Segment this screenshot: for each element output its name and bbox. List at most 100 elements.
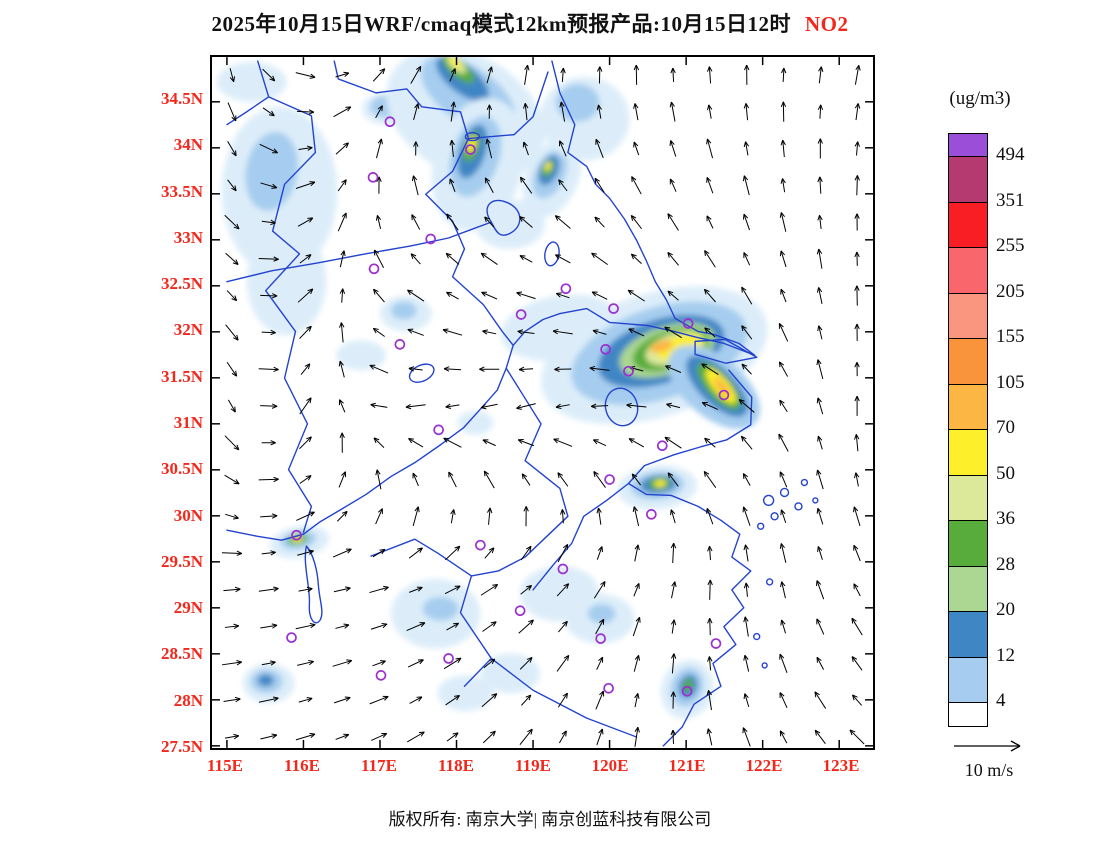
wind-arrow — [744, 616, 749, 637]
wind-arrow — [741, 435, 753, 450]
wind-arrow-head — [419, 547, 423, 553]
wind-arrow-head — [563, 583, 569, 587]
wind-arrow-head — [603, 581, 606, 587]
wind-arrow-head — [530, 729, 533, 735]
wind-arrow — [371, 733, 387, 741]
wind-arrow — [626, 404, 647, 408]
wind-arrow — [853, 545, 861, 562]
wind-arrow-head — [271, 295, 278, 299]
wind-arrow-head — [816, 618, 822, 623]
wind-arrow-head — [664, 326, 669, 333]
wind-arrow — [519, 728, 533, 746]
wind-arrow-head — [231, 152, 237, 157]
wind-arrow-head — [527, 728, 533, 733]
wind-arrow-head — [819, 138, 823, 144]
wind-arrow — [520, 545, 532, 561]
wind-arrow-head — [816, 359, 819, 366]
wind-arrow — [633, 655, 640, 672]
wind-arrow — [741, 363, 752, 375]
wind-arrow-head — [779, 250, 782, 257]
wind-arrow — [519, 368, 534, 371]
wind-arrow — [376, 138, 382, 159]
wind-arrow — [443, 437, 462, 448]
wind-arrow-head — [555, 293, 561, 298]
wind-arrow-head — [492, 730, 496, 737]
wind-arrow — [224, 435, 240, 451]
wind-arrow-head — [482, 329, 488, 332]
city-marker — [367, 172, 379, 183]
wind-arrow-head — [566, 693, 568, 699]
wind-arrow — [335, 72, 350, 78]
wind-arrow-head — [524, 103, 529, 109]
wind-arrow — [709, 579, 711, 600]
wind-arrow-head — [593, 471, 599, 475]
no2-contour-blob — [544, 161, 552, 172]
wind-arrow-head — [445, 253, 449, 259]
wind-arrow-head — [234, 696, 241, 700]
wind-arrow — [332, 660, 352, 667]
wind-arrow-head — [343, 623, 350, 626]
wind-arrow-head — [489, 507, 493, 514]
wind-arrow — [407, 659, 424, 668]
wind-arrow — [594, 216, 605, 228]
lake — [544, 241, 560, 267]
wind-arrow-head — [672, 67, 676, 74]
wind-reference-label: 10 m/s — [964, 760, 1014, 780]
wind-arrow-head — [233, 226, 240, 230]
wind-arrow-head — [525, 694, 531, 698]
wind-arrow — [816, 618, 825, 635]
wind-arrow — [853, 506, 861, 526]
wind-arrow-head — [233, 337, 239, 341]
wind-arrow-head — [519, 255, 524, 261]
wind-arrow-head — [410, 253, 414, 260]
city-marker — [433, 424, 444, 436]
wind-arrow-head — [667, 290, 674, 294]
wind-arrow-head — [555, 403, 561, 408]
wind-arrow-head — [707, 618, 711, 624]
wind-arrow-head — [492, 621, 497, 627]
wind-arrow — [375, 508, 383, 525]
wind-arrow-head — [592, 330, 598, 335]
wind-arrow-head — [816, 248, 820, 255]
wind-arrow-head — [381, 549, 386, 555]
wind-arrow-head — [781, 581, 786, 587]
wind-arrow-head — [272, 75, 276, 82]
wind-arrow-head — [628, 289, 634, 292]
wind-arrow — [634, 727, 639, 747]
city-marker — [394, 339, 406, 350]
wind-arrow-head — [706, 690, 709, 696]
wind-arrow — [628, 328, 645, 337]
wind-arrow-head — [377, 138, 382, 144]
wind-arrow — [708, 66, 712, 84]
wind-arrow — [373, 288, 385, 303]
wind-arrow-head — [405, 406, 412, 410]
wind-arrow-head — [420, 731, 425, 737]
border-west-stub — [226, 96, 270, 126]
city-marker — [375, 670, 387, 681]
lat-axis-label: 34.5N — [160, 89, 203, 108]
wind-arrow — [592, 329, 607, 335]
wind-arrow-head — [856, 285, 860, 291]
wind-arrow-head — [523, 141, 528, 147]
wind-arrow-head — [670, 729, 674, 736]
wind-arrow-head — [780, 543, 785, 549]
wind-arrow-head — [743, 693, 746, 699]
lat-axis-label: 31.5N — [160, 366, 203, 386]
wind-arrow — [708, 546, 711, 561]
wind-arrow — [670, 101, 676, 122]
wind-arrow-head — [670, 509, 672, 516]
wind-arrow-head — [815, 729, 821, 734]
border-zhejiang-west — [370, 515, 569, 577]
wind-arrow — [556, 655, 570, 672]
wind-arrow-head — [491, 693, 497, 696]
wind-arrow-head — [597, 546, 603, 551]
wind-arrow-head — [558, 179, 564, 183]
wind-arrow — [594, 177, 605, 193]
wind-arrow-head — [666, 403, 672, 409]
wind-arrow-head — [739, 399, 745, 402]
wind-arrow-head — [856, 251, 860, 258]
wind-arrow-head — [445, 406, 452, 409]
wind-arrow-head — [780, 178, 783, 184]
wind-arrow-head — [745, 544, 749, 550]
wind-arrow-head — [273, 588, 279, 592]
